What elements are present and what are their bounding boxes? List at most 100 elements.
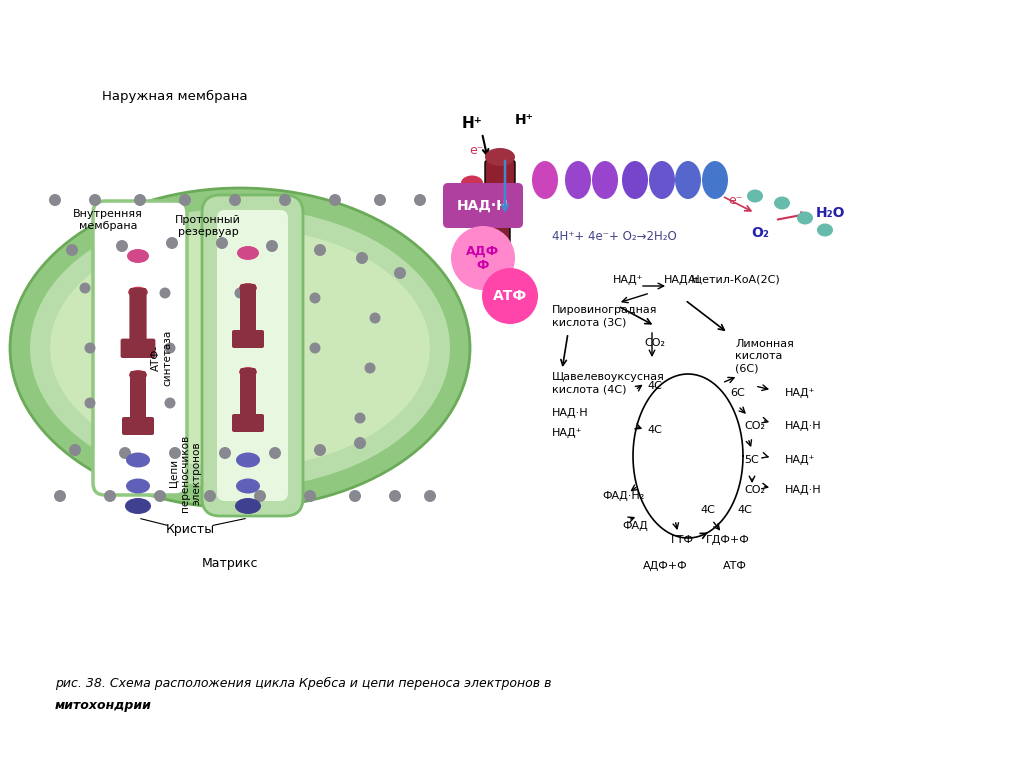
- Ellipse shape: [154, 490, 166, 502]
- Text: АДФ
Ф: АДФ Ф: [467, 244, 500, 272]
- Ellipse shape: [234, 287, 246, 299]
- Text: НАД·Н: НАД·Н: [552, 408, 589, 418]
- Ellipse shape: [414, 194, 426, 206]
- Ellipse shape: [85, 343, 95, 353]
- Ellipse shape: [125, 498, 151, 514]
- Text: НАД⁺: НАД⁺: [612, 275, 643, 285]
- Text: Ацетил-КоА(2С): Ацетил-КоА(2С): [688, 275, 780, 285]
- FancyBboxPatch shape: [240, 368, 256, 420]
- Ellipse shape: [129, 370, 147, 380]
- Ellipse shape: [166, 237, 178, 249]
- Ellipse shape: [254, 490, 266, 502]
- Text: ГТФ: ГТФ: [671, 535, 693, 545]
- Circle shape: [451, 226, 515, 290]
- Text: Лимонная
кислота
(6С): Лимонная кислота (6С): [735, 339, 794, 373]
- FancyBboxPatch shape: [490, 213, 510, 247]
- Text: ФАД: ФАД: [622, 521, 648, 531]
- Ellipse shape: [219, 447, 231, 459]
- FancyBboxPatch shape: [240, 284, 256, 336]
- Text: СО₂: СО₂: [744, 485, 766, 495]
- FancyBboxPatch shape: [202, 195, 303, 516]
- Text: Наружная мембрана: Наружная мембрана: [102, 89, 248, 103]
- Text: 4С: 4С: [647, 425, 663, 435]
- Text: рис. 38. Схема расположения цикла Кребса и цепи переноса электронов в: рис. 38. Схема расположения цикла Кребса…: [55, 677, 552, 690]
- Ellipse shape: [119, 447, 131, 459]
- Ellipse shape: [565, 161, 591, 199]
- Text: Матрикс: Матрикс: [202, 557, 258, 570]
- Ellipse shape: [532, 161, 558, 199]
- Text: АТФ: АТФ: [723, 561, 746, 571]
- Text: НАД⁺: НАД⁺: [552, 428, 583, 438]
- Ellipse shape: [80, 283, 90, 293]
- Ellipse shape: [649, 161, 675, 199]
- Text: АТФ-
синтетаза: АТФ- синтетаза: [152, 330, 173, 386]
- Text: 4Н⁺+ 4e⁻+ О₂→2Н₂О: 4Н⁺+ 4e⁻+ О₂→2Н₂О: [552, 230, 677, 243]
- Ellipse shape: [394, 267, 406, 279]
- Ellipse shape: [485, 148, 515, 166]
- Text: НАД·Н: НАД·Н: [664, 275, 700, 285]
- Text: H⁺: H⁺: [515, 113, 534, 127]
- Text: СО₂: СО₂: [744, 421, 766, 431]
- Ellipse shape: [239, 283, 257, 293]
- Ellipse shape: [236, 478, 260, 494]
- Text: e⁻: e⁻: [469, 144, 483, 157]
- Ellipse shape: [69, 444, 81, 456]
- FancyBboxPatch shape: [443, 183, 523, 228]
- Text: ФАД·Н₂: ФАД·Н₂: [602, 491, 644, 501]
- Ellipse shape: [389, 490, 401, 502]
- Ellipse shape: [309, 293, 321, 303]
- Ellipse shape: [314, 444, 326, 456]
- Ellipse shape: [116, 240, 128, 252]
- Ellipse shape: [85, 398, 95, 409]
- Ellipse shape: [10, 188, 470, 508]
- Ellipse shape: [160, 287, 171, 299]
- Ellipse shape: [66, 244, 78, 256]
- Text: 5С: 5С: [744, 455, 760, 465]
- Ellipse shape: [461, 176, 483, 190]
- FancyBboxPatch shape: [485, 160, 515, 221]
- Text: митохондрии: митохондрии: [55, 700, 152, 713]
- Ellipse shape: [30, 208, 450, 488]
- Ellipse shape: [179, 194, 191, 206]
- Ellipse shape: [216, 237, 228, 249]
- Ellipse shape: [239, 367, 257, 377]
- FancyBboxPatch shape: [129, 288, 146, 345]
- Ellipse shape: [675, 161, 701, 199]
- Text: Щавелевоуксусная
кислота (4С): Щавелевоуксусная кислота (4С): [552, 372, 665, 394]
- Ellipse shape: [126, 452, 150, 468]
- Ellipse shape: [424, 490, 436, 502]
- Text: НАД⁺: НАД⁺: [785, 455, 815, 465]
- Ellipse shape: [374, 194, 386, 206]
- FancyBboxPatch shape: [93, 201, 187, 495]
- Ellipse shape: [104, 490, 116, 502]
- FancyBboxPatch shape: [232, 330, 264, 348]
- Ellipse shape: [269, 447, 281, 459]
- Ellipse shape: [309, 343, 321, 353]
- Text: e⁻: e⁻: [728, 194, 742, 207]
- Ellipse shape: [354, 412, 366, 423]
- Ellipse shape: [370, 313, 381, 323]
- Ellipse shape: [354, 437, 366, 449]
- Text: Цепи
переносчиков
электронов: Цепи переносчиков электронов: [168, 435, 202, 511]
- Ellipse shape: [50, 228, 430, 468]
- Ellipse shape: [702, 161, 728, 199]
- Text: НАД⁺: НАД⁺: [785, 388, 815, 398]
- Ellipse shape: [622, 161, 648, 199]
- Ellipse shape: [89, 194, 101, 206]
- Text: ГДФ+Ф: ГДФ+Ф: [707, 535, 750, 545]
- Ellipse shape: [746, 190, 763, 203]
- Text: Пировиноградная
кислота (3С): Пировиноградная кислота (3С): [552, 305, 657, 327]
- Ellipse shape: [169, 447, 181, 459]
- Ellipse shape: [329, 194, 341, 206]
- Text: H⁺: H⁺: [462, 115, 482, 131]
- FancyBboxPatch shape: [130, 371, 146, 423]
- Ellipse shape: [314, 244, 326, 256]
- Ellipse shape: [797, 211, 813, 224]
- Text: 4С: 4С: [647, 381, 663, 391]
- Text: НАД·Н: НАД·Н: [785, 421, 821, 431]
- Ellipse shape: [54, 490, 66, 502]
- FancyBboxPatch shape: [121, 339, 156, 358]
- FancyBboxPatch shape: [232, 414, 264, 432]
- Ellipse shape: [817, 223, 833, 237]
- Ellipse shape: [236, 452, 260, 468]
